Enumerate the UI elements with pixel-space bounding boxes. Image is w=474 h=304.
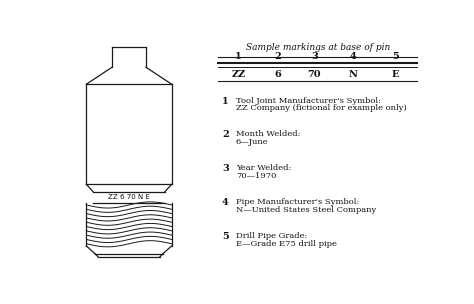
Text: Tool Joint Manufacturer's Symbol:: Tool Joint Manufacturer's Symbol: (236, 97, 381, 105)
Text: ZZ Company (fictional for example only): ZZ Company (fictional for example only) (236, 104, 407, 112)
Text: ZZ: ZZ (231, 71, 246, 79)
Text: Pipe Manufacturer's Symbol:: Pipe Manufacturer's Symbol: (236, 198, 359, 206)
Text: 3: 3 (311, 52, 318, 61)
Text: ZZ 6 70 N E: ZZ 6 70 N E (108, 195, 150, 200)
Text: 2: 2 (222, 130, 229, 140)
Text: 1: 1 (222, 97, 228, 105)
Text: 70: 70 (308, 71, 321, 79)
Text: Month Welded:: Month Welded: (236, 130, 301, 138)
Text: E: E (392, 71, 400, 79)
Text: 70—1970: 70—1970 (236, 172, 276, 180)
Text: Year Welded:: Year Welded: (236, 164, 292, 172)
Text: 6—June: 6—June (236, 138, 269, 146)
Text: 6: 6 (274, 71, 281, 79)
Text: 5: 5 (222, 232, 229, 241)
Text: N: N (348, 71, 357, 79)
Text: 4: 4 (350, 52, 356, 61)
Text: 4: 4 (222, 198, 229, 207)
Text: N—United States Steel Company: N—United States Steel Company (236, 206, 376, 214)
Text: 2: 2 (274, 52, 281, 61)
Text: 1: 1 (236, 52, 242, 61)
Text: E—Grade E75 drill pipe: E—Grade E75 drill pipe (236, 240, 337, 248)
Text: 3: 3 (222, 164, 229, 173)
Text: Sample markings at base of pin: Sample markings at base of pin (246, 43, 390, 52)
Text: 5: 5 (392, 52, 399, 61)
Text: Drill Pipe Grade:: Drill Pipe Grade: (236, 232, 307, 240)
